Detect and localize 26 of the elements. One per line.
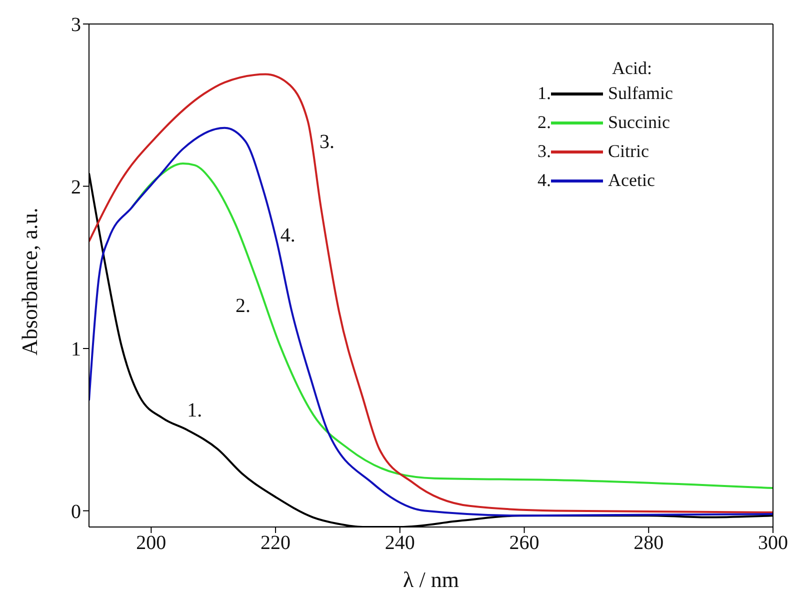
text: 3.	[538, 141, 551, 161]
y-tick-label: 0	[71, 500, 81, 523]
legend-label: Sulfamic	[608, 83, 673, 104]
x-tick-label: 280	[634, 532, 664, 554]
y-tick-label: 1	[71, 338, 81, 361]
line-series	[130, 162, 773, 490]
x-tick-label: 240	[384, 532, 415, 554]
x-tick-label: 200	[136, 532, 166, 554]
text: 4.	[538, 170, 551, 190]
y-axis-title: Absorbance, a.u.	[16, 208, 42, 356]
annotation: 3.	[319, 130, 334, 153]
legend-label: Citric	[608, 141, 649, 162]
x-axis-title: λ / nm	[403, 567, 459, 592]
x-tick-label: 300	[758, 532, 788, 554]
annotation: 4.	[280, 224, 296, 247]
y-tick-label: 2	[71, 176, 81, 198]
text: 1.	[538, 83, 551, 103]
text: 2.	[538, 112, 551, 132]
legend-title: Acid:	[611, 58, 653, 79]
legend-label: Succinic	[608, 112, 670, 133]
y-tick-label: 3	[71, 14, 81, 36]
annotation: 2.	[235, 295, 250, 318]
x-tick-label: 220	[260, 532, 291, 554]
legend-label: Acetic	[608, 170, 655, 191]
x-tick-label: 260	[509, 532, 540, 554]
annotation: 1.	[187, 400, 202, 422]
